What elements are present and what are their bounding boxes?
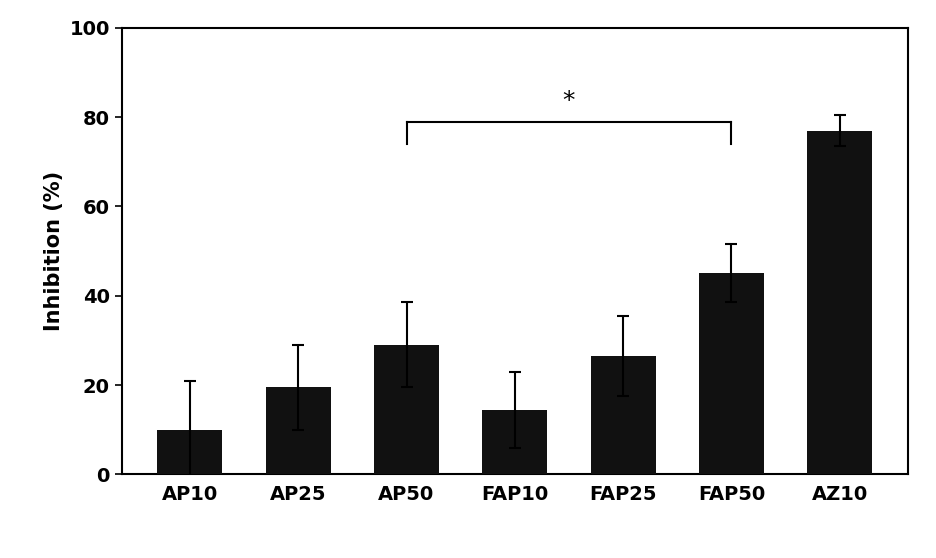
Bar <box>266 387 330 474</box>
Bar <box>699 273 764 474</box>
Text: *: * <box>563 89 575 113</box>
Bar <box>807 131 872 474</box>
Bar <box>374 345 439 474</box>
Bar <box>157 430 223 474</box>
Bar <box>591 356 655 474</box>
Bar <box>482 410 548 474</box>
Y-axis label: Inhibition (%): Inhibition (%) <box>44 171 64 331</box>
